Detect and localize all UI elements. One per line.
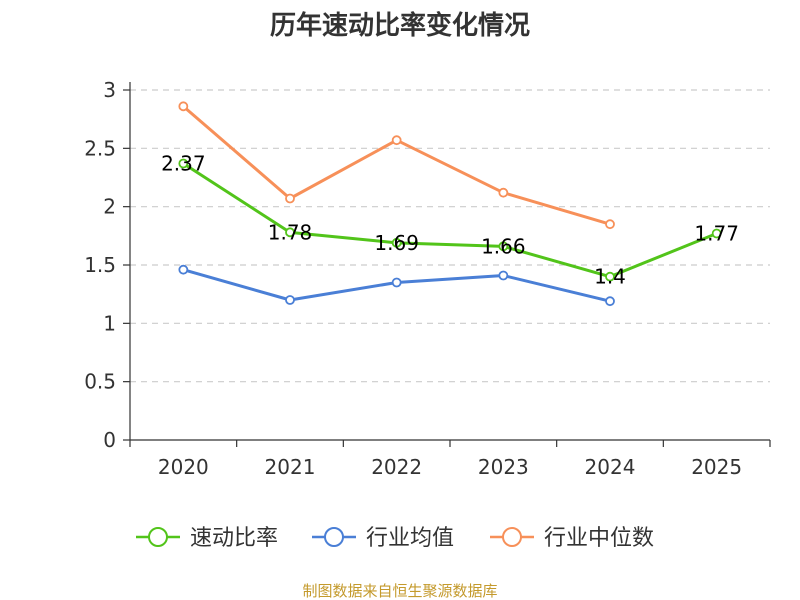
y-tick-label: 3: [103, 78, 116, 102]
legend-item[interactable]: 速动比率: [136, 526, 278, 551]
axes: 0 0.5 1 1.5 2 2.5 3 2020 2021 2022 2023 2024 2025: [84, 78, 771, 479]
source-note: 制图数据来自恒生聚源数据库: [302, 582, 497, 600]
gridlines: [130, 89, 770, 383]
data-point: [498, 241, 509, 252]
data-point: [285, 227, 295, 238]
data-point: [178, 158, 189, 169]
legend: 速动比率 行业均值 行业中位数: [136, 526, 654, 551]
x-tick-label: 2020: [158, 455, 209, 479]
legend-item[interactable]: 行业中位数: [490, 526, 654, 551]
legend-item[interactable]: 行业均值: [312, 526, 454, 551]
series-line: [182, 162, 718, 279]
data-point: [391, 277, 402, 288]
y-tick-label: 2.5: [84, 136, 116, 160]
data-point: [605, 296, 615, 307]
chart-title: 历年速动比率变化情况: [270, 10, 530, 41]
legend-label: 行业中位数: [544, 526, 654, 551]
legend-marker-icon: [148, 527, 168, 547]
data-point: [605, 271, 615, 282]
data-point: [498, 270, 509, 281]
data-point: [285, 295, 295, 305]
series-points: [178, 101, 722, 307]
data-point: [605, 219, 615, 230]
legend-marker-icon: [502, 527, 522, 547]
x-tick-label: 2023: [478, 455, 529, 479]
data-label: 1.78: [268, 220, 313, 244]
x-tick-label: 2025: [691, 455, 742, 479]
data-point: [391, 135, 402, 146]
data-label: 2.37: [161, 152, 206, 176]
x-tick-label: 2021: [265, 455, 316, 479]
y-tick-label: 0: [103, 428, 116, 452]
legend-label: 行业均值: [366, 526, 454, 551]
data-point: [285, 193, 295, 204]
legend-marker-icon: [324, 527, 344, 547]
x-tick-label: 2022: [371, 455, 422, 479]
series-lines: [182, 105, 718, 303]
data-point: [391, 237, 402, 248]
y-tick-label: 1.5: [84, 253, 116, 277]
data-point: [178, 264, 189, 275]
data-label: 1.4: [594, 265, 626, 289]
data-label: 1.77: [694, 222, 739, 246]
y-tick-label: 1: [103, 311, 116, 335]
data-point: [178, 101, 189, 112]
x-tick-label: 2024: [585, 455, 636, 479]
data-point: [498, 187, 509, 198]
y-tick-label: 2: [103, 195, 116, 219]
data-point: [711, 228, 722, 239]
data-label: 1.66: [481, 234, 526, 258]
y-tick-label: 0.5: [84, 370, 116, 394]
legend-label: 速动比率: [190, 526, 278, 551]
data-label: 1.69: [374, 231, 419, 255]
data-labels: 2.37 1.78 1.69 1.66 1.4 1.77: [161, 152, 739, 289]
